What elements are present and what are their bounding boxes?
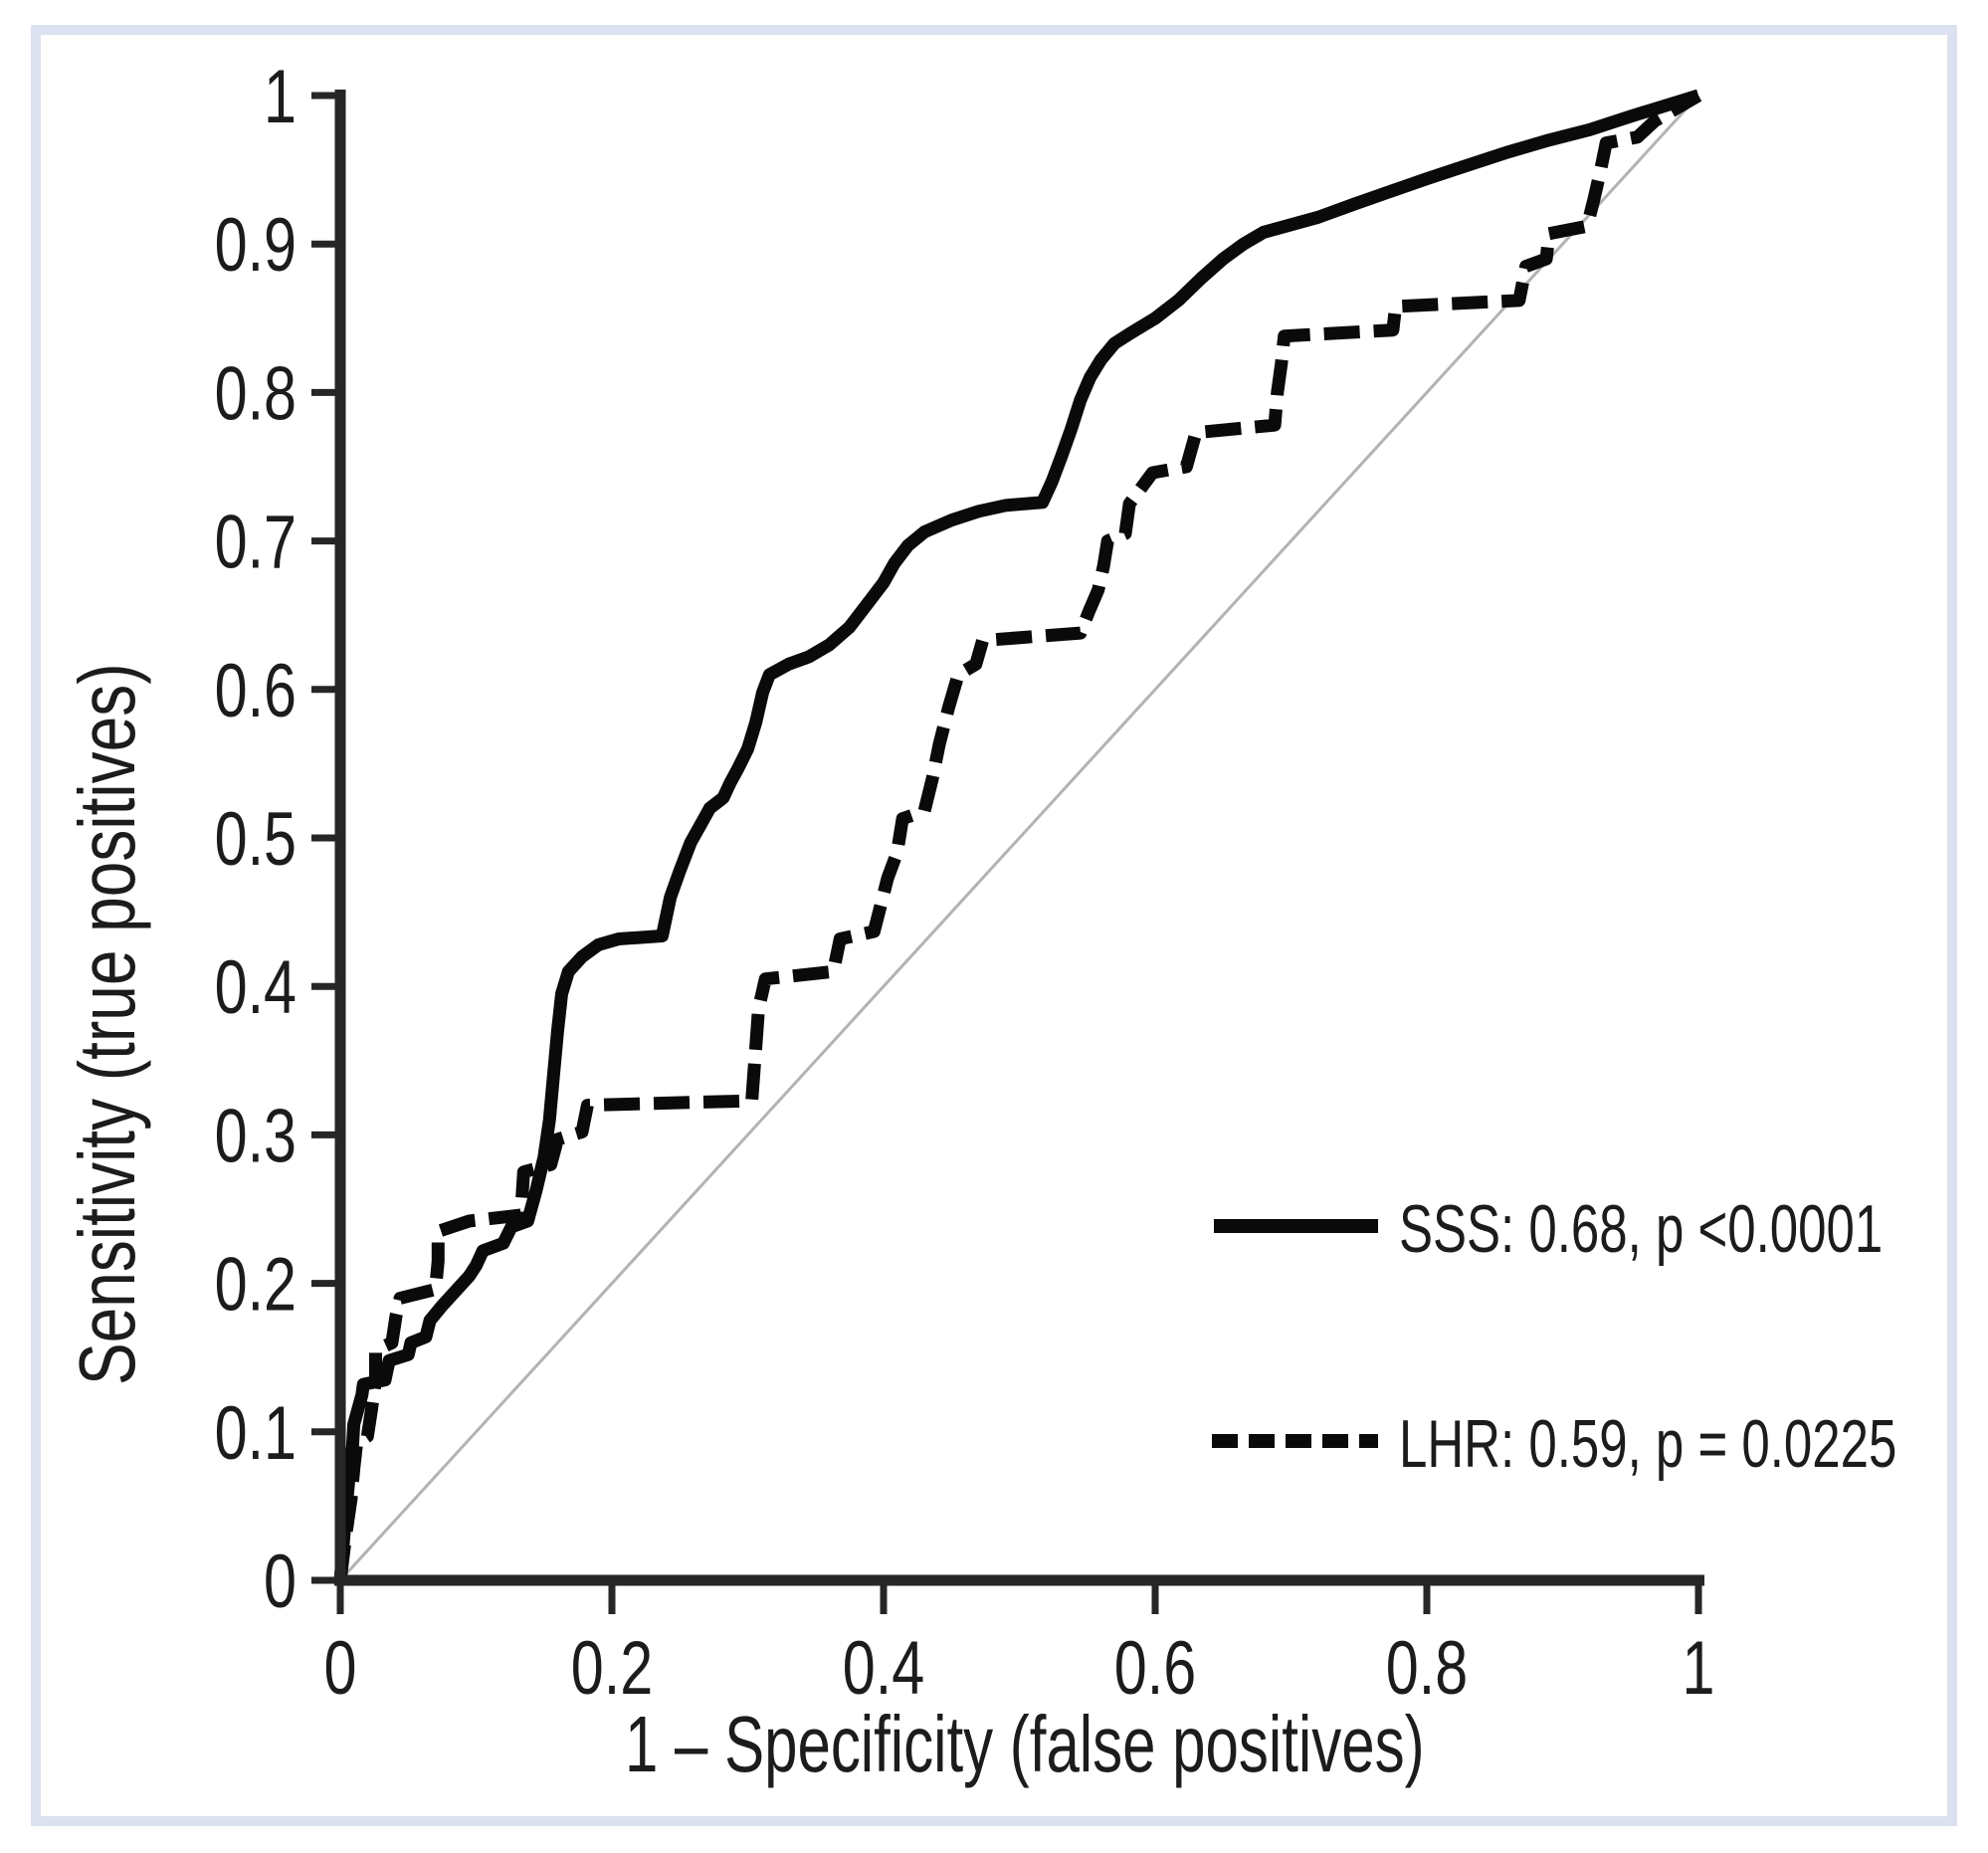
y-tick-label: 0.5	[215, 797, 297, 882]
x-axis-ticks: 0 0.2 0.4 0.6 0.8 1	[324, 1581, 1715, 1711]
y-axis-ticks: 0 0.1 0.2 0.3 0.4 0.5 0.6 0.7 0.8 0.9 1	[215, 55, 340, 1624]
x-tick-label: 0.2	[571, 1626, 653, 1711]
y-tick-label: 0.6	[215, 649, 297, 733]
lhr-curve	[333, 90, 1702, 1581]
y-tick-label: 0	[264, 1540, 297, 1624]
legend-item-lhr: LHR: 0.59, p = 0.0225	[1212, 1406, 1896, 1482]
reference-diagonal-line	[338, 94, 1700, 1582]
y-axis-title: Sensitivity (true positives)	[63, 663, 151, 1385]
y-tick-label: 1	[264, 55, 297, 139]
y-tick-label: 0.3	[215, 1094, 297, 1178]
x-axis-title: 1 – Specificity (false positives)	[625, 1700, 1425, 1788]
x-tick-label: 0.6	[1114, 1626, 1196, 1711]
y-tick-label: 0.2	[215, 1243, 297, 1328]
y-tick-label: 0.1	[215, 1391, 297, 1476]
y-tick-label: 0.7	[215, 501, 297, 585]
axes: 0 0.1 0.2 0.3 0.4 0.5 0.6 0.7 0.8 0.9 1 0 0.2 0.4 0.6…	[215, 55, 1715, 1711]
legend-lhr-label: LHR: 0.59, p = 0.0225	[1399, 1406, 1896, 1482]
y-tick-label: 0.9	[215, 203, 297, 288]
x-tick-label: 0	[324, 1626, 357, 1711]
legend-sss-label: SSS: 0.68, p <0.0001	[1399, 1191, 1883, 1267]
x-tick-label: 0.4	[843, 1626, 924, 1711]
x-tick-label: 1	[1683, 1626, 1715, 1711]
legend-item-sss: SSS: 0.68, p <0.0001	[1214, 1191, 1883, 1267]
y-tick-label: 0.8	[215, 351, 297, 436]
sss-curve	[333, 89, 1700, 1581]
figure-border	[31, 25, 1957, 1826]
y-tick-label: 0.4	[215, 945, 297, 1030]
legend: SSS: 0.68, p <0.0001 LHR: 0.59, p = 0.02…	[1212, 1191, 1896, 1482]
x-tick-label: 0.8	[1386, 1626, 1468, 1711]
